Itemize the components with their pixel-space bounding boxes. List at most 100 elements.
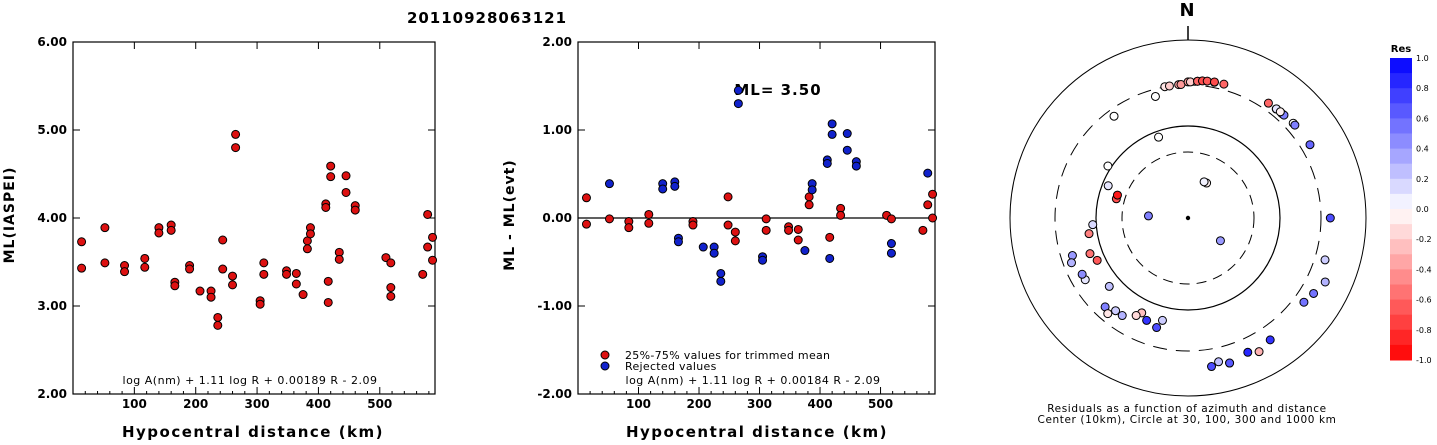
residual-point [1150,91,1160,101]
residual-point [1207,362,1217,372]
y-tick-label: 3.00 [37,299,67,313]
data-point [793,235,803,245]
data-point [428,232,438,242]
residual-point [1164,81,1174,91]
data-point [624,223,634,233]
data-point [793,224,803,234]
data-point [581,193,591,203]
residual-point [1265,335,1275,345]
data-point [670,181,680,191]
residual-point [1084,229,1094,239]
residual-point [1243,347,1253,357]
data-point [291,279,301,289]
residual-point [1103,309,1113,319]
data-point [140,262,150,272]
data-point [195,286,205,296]
legend-marker-rejected [600,361,610,371]
residual-point [1305,140,1315,150]
colorbar-segment [1390,254,1412,270]
colorbar-segment [1390,118,1412,134]
data-point [716,268,726,278]
data-point [723,220,733,230]
polar-caption-line2: Center (10km), Circle at 30, 100, 300 an… [1038,414,1337,426]
data-point [386,258,396,268]
residual-point [1290,120,1300,130]
data-point [423,242,433,252]
x-tick-label: 400 [808,397,833,411]
data-point [709,248,719,258]
colorbar-label: 0.0 [1416,205,1429,214]
colorbar-label: 1.0 [1416,54,1429,63]
event-id-title: 20110928063121 [407,9,567,27]
colorbar-segment [1390,148,1412,165]
data-point [100,223,110,233]
data-point [100,258,110,268]
residual-point [1142,315,1152,325]
data-point [761,214,771,224]
data-point [231,143,241,153]
data-point [730,236,740,246]
x-tick-label: 300 [747,397,772,411]
data-point [784,225,794,235]
data-point [77,263,87,273]
data-point [291,268,301,278]
p2-ylabel: ML - ML(evt) [502,159,518,270]
plot-frame [72,41,436,395]
data-point [918,225,928,235]
data-point [923,200,933,210]
colorbar-label: -0.6 [1416,296,1432,305]
colorbar-segment [1390,209,1412,225]
data-point [334,254,344,264]
data-point [213,320,223,330]
p1-formula: log A(nm) + 1.11 log R + 0.00189 R - 2.0… [123,374,378,387]
data-point [231,129,241,139]
data-point [259,269,269,279]
colorbar-segment [1390,299,1412,316]
data-point [423,209,433,219]
data-point [341,187,351,197]
colorbar-segment [1390,178,1412,195]
colorbar-segment [1390,284,1412,301]
data-point [825,253,835,263]
y-tick-label: 2.00 [542,35,572,49]
data-point [716,276,726,286]
ring-30km [1121,151,1255,285]
data-point [326,172,336,182]
colorbar-segment [1390,344,1412,361]
data-point [228,271,238,281]
data-point [886,214,896,224]
data-point [302,244,312,254]
colorbar-segment [1390,133,1412,150]
data-point [825,232,835,242]
data-point [886,239,896,249]
data-point [644,209,654,219]
y-tick-label: 0.00 [542,211,572,225]
residual-point [1103,181,1113,191]
north-label: N [1179,0,1194,21]
residual-point [1320,277,1330,287]
colorbar-segment [1390,58,1412,74]
data-point [341,171,351,181]
data-point [723,192,733,202]
colorbar-label: 0.2 [1416,175,1429,184]
data-point [604,214,614,224]
p1-xlabel: Hypocentral distance (km) [122,423,384,441]
data-point [428,255,438,265]
colorbar-label: 0.6 [1416,114,1429,123]
y-tick-label: -2.00 [537,387,572,401]
colorbar-label: 0.4 [1416,145,1429,154]
y-tick-label: -1.00 [537,299,572,313]
residual-vs-distance-panel: ML - ML(evt) Hypocentral distance (km) M… [502,35,938,441]
residual-point [1215,236,1225,246]
data-point [228,280,238,290]
data-point [658,184,668,194]
residual-point [1152,323,1162,333]
residual-point [1254,347,1264,357]
residual-point [1214,357,1224,367]
data-point [386,283,396,293]
x-tick-label: 500 [367,397,392,411]
data-point [418,269,428,279]
residual-point [1103,161,1113,171]
data-point [323,276,333,286]
